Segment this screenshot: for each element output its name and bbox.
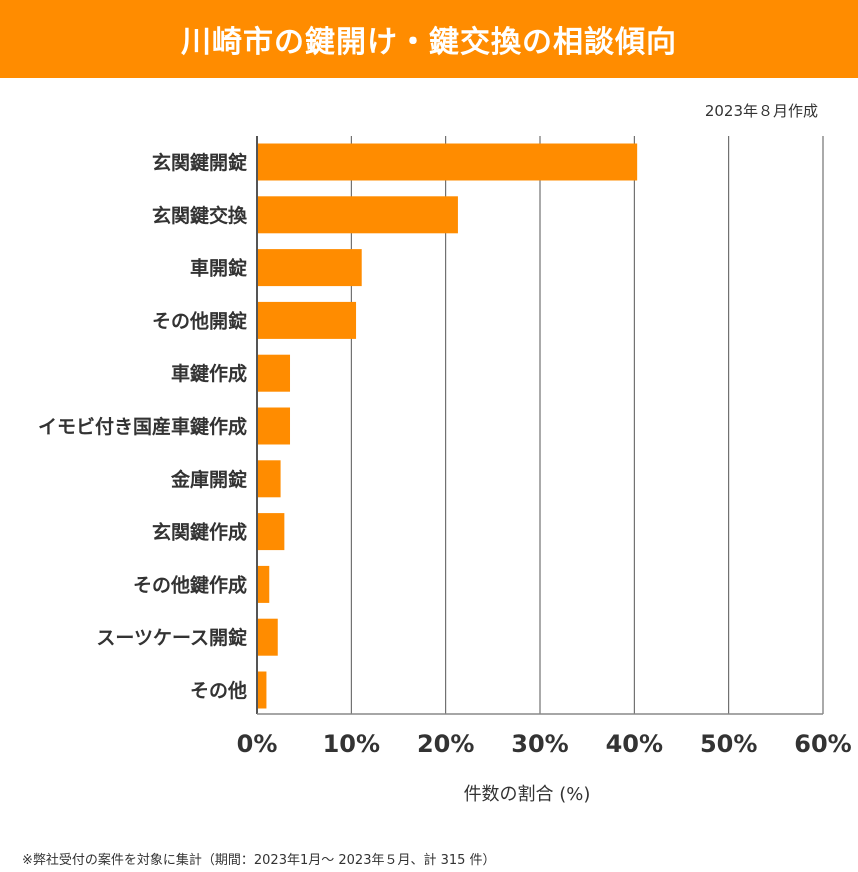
bar: [257, 354, 291, 392]
bar: [257, 618, 278, 656]
bar: [257, 407, 291, 445]
category-label: 玄関鍵作成: [152, 521, 247, 544]
category-label: その他: [190, 679, 247, 702]
x-tick-label: 50%: [700, 730, 757, 758]
bar: [257, 565, 270, 603]
category-label: 車開錠: [190, 257, 247, 280]
bar: [257, 143, 638, 181]
x-tick-label: 10%: [323, 730, 380, 758]
category-label: その他開錠: [152, 309, 247, 332]
category-label: 玄関鍵交換: [152, 204, 248, 227]
x-tick-label: 40%: [606, 730, 663, 758]
date-note: 2023年８月作成: [704, 102, 818, 120]
x-axis-label: 件数の割合 (%): [464, 784, 591, 805]
bar: [257, 301, 357, 339]
bar: [257, 460, 281, 498]
x-tick-label: 0%: [237, 730, 278, 758]
category-label: イモビ付き国産車鍵作成: [38, 415, 247, 438]
chart-title: 川崎市の鍵開け・鍵交換の相談傾向: [0, 0, 858, 78]
x-tick-label: 20%: [417, 730, 474, 758]
category-label: スーツケース開錠: [96, 626, 247, 649]
footnote: ※弊社受付の案件を対象に集計（期間：2023年1月～ 2023年５月、計 315…: [22, 853, 496, 868]
category-label: 玄関鍵開錠: [152, 151, 247, 174]
category-label: 金庫開錠: [170, 468, 247, 491]
category-label: 車鍵作成: [171, 362, 247, 385]
x-tick-label: 30%: [511, 730, 568, 758]
bar: [257, 671, 267, 709]
x-tick-label: 60%: [794, 730, 851, 758]
category-label: その他鍵作成: [133, 573, 247, 596]
bar: [257, 513, 285, 551]
bar: [257, 249, 362, 287]
bar: [257, 196, 458, 234]
